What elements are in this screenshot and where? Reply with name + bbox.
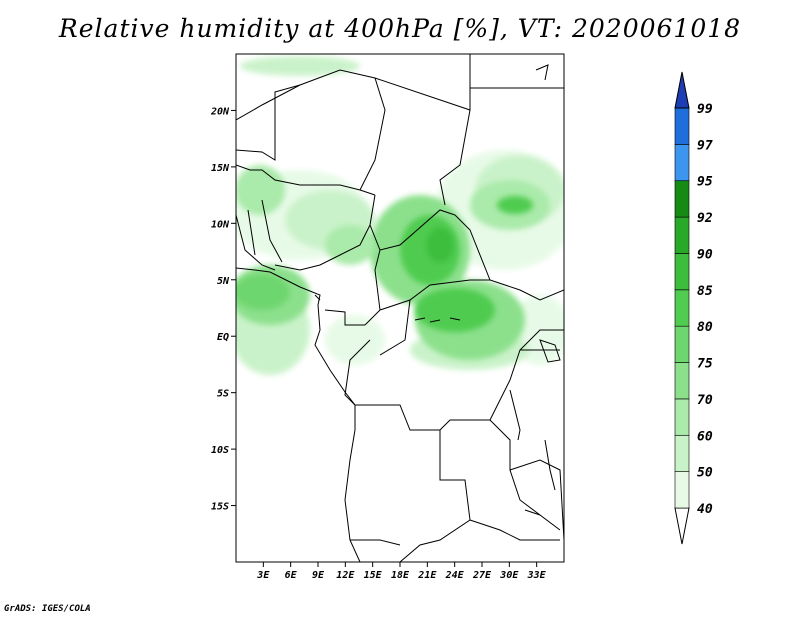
lon-tick-label: 21E xyxy=(417,570,437,581)
colorbar-segment xyxy=(674,362,690,400)
lat-tick-label: 5N xyxy=(217,276,230,287)
humidity-field xyxy=(236,56,564,375)
colorbar-label: 40 xyxy=(697,502,713,517)
lon-tick-label: 12E xyxy=(336,570,355,581)
lon-tick-label: 30E xyxy=(499,570,519,581)
colorbar-segment xyxy=(674,434,690,472)
colorbar-label: 85 xyxy=(697,284,713,299)
lat-tick-label: 20N xyxy=(210,106,230,117)
lat-tick-label: 10S xyxy=(211,445,229,456)
colorbar-segment xyxy=(674,289,690,327)
colorbar-segment xyxy=(674,216,690,254)
lon-tick-label: 33E xyxy=(527,570,547,581)
lon-tick-label: 15E xyxy=(364,570,383,581)
colorbar-segment xyxy=(674,471,690,509)
lon-tick-label: 24E xyxy=(445,570,465,581)
colorbar-label: 97 xyxy=(697,138,713,153)
map-axis-ticks: 20N 15N 10N 5N EQ 5S 10S 15S 3E 6E 9E 12E 15E 18E 21E 2… xyxy=(210,106,547,581)
colorbar-label: 90 xyxy=(697,247,713,262)
colorbar-label: 70 xyxy=(697,393,713,408)
colorbar-segment xyxy=(674,144,690,182)
lon-tick-label: 6E xyxy=(285,570,298,581)
lat-tick-label: 15S xyxy=(211,502,229,513)
colorbar-label: 95 xyxy=(697,175,713,190)
lat-tick-label: 5S xyxy=(217,389,229,400)
colorbar-label: 92 xyxy=(697,211,713,226)
colorbar-below-triangle xyxy=(674,507,690,545)
colorbar-label: 75 xyxy=(697,357,713,372)
lat-tick-label: EQ xyxy=(217,332,229,343)
colorbar-segment xyxy=(674,180,690,218)
colorbar-label: 99 xyxy=(697,102,713,117)
lon-tick-label: 27E xyxy=(472,570,492,581)
lat-tick-label: 15N xyxy=(211,163,230,174)
colorbar-above-triangle xyxy=(674,71,690,109)
colorbar-segment xyxy=(674,398,690,436)
country-boundaries xyxy=(236,54,564,562)
colorbar-segment xyxy=(674,325,690,363)
colorbar-label: 60 xyxy=(697,429,713,444)
lat-tick-label: 10N xyxy=(211,219,230,230)
colorbar: 40 50 60 70 75 80 85 90 92 95 97 99 xyxy=(674,71,713,545)
lon-tick-label: 3E xyxy=(256,570,270,581)
lon-tick-label: 9E xyxy=(312,570,325,581)
colorbar-segment xyxy=(674,107,690,145)
lon-tick-label: 18E xyxy=(391,570,410,581)
colorbar-label: 80 xyxy=(697,320,713,335)
grads-credit: GrADS: IGES/COLA xyxy=(4,604,91,614)
colorbar-label: 50 xyxy=(697,466,713,481)
map-title: Relative humidity at 400hPa [%], VT: 202… xyxy=(58,14,742,43)
colorbar-segment xyxy=(674,253,690,291)
